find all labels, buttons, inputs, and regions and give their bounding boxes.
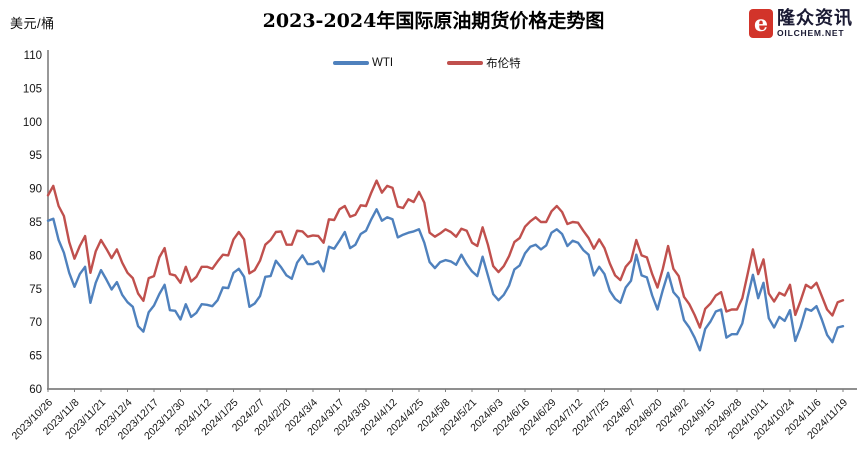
wti-line-swatch — [333, 61, 369, 65]
y-tick-label: 90 — [29, 184, 42, 196]
y-axis-unit-label: 美元/桶 — [10, 16, 55, 31]
legend-item-brent: 布伦特 — [447, 55, 521, 71]
chart-legend: WTI 布伦特 — [333, 55, 521, 71]
oilchem-logo: e 隆众资讯 OILCHEM.NET — [749, 9, 853, 38]
y-tick-label: 70 — [29, 317, 42, 329]
logo-brand: 隆众资讯 — [777, 8, 853, 29]
y-tick-label: 110 — [24, 50, 42, 62]
brent-line-swatch — [447, 61, 484, 65]
y-tick-label: 100 — [23, 117, 42, 129]
logo-domain: OILCHEM.NET — [777, 28, 845, 39]
y-tick-label: 80 — [29, 250, 42, 262]
wti-line — [46, 208, 845, 352]
legend-item-wti: WTI — [333, 57, 393, 69]
y-tick-label: 60 — [29, 384, 42, 396]
brent-line — [46, 179, 845, 329]
y-tick-label: 95 — [29, 150, 42, 162]
y-tick-label: 75 — [29, 284, 42, 296]
page-title: 2023-2024年国际原油期货价格走势图 — [262, 10, 605, 32]
legend-label-wti: WTI — [372, 57, 394, 69]
y-tick-label: 65 — [29, 351, 42, 363]
oilchem-logo-icon: e — [749, 9, 773, 38]
legend-label-brent: 布伦特 — [486, 58, 521, 70]
y-tick-label: 105 — [23, 83, 42, 95]
y-tick-label: 85 — [29, 217, 42, 229]
logo-text: 隆众资讯 OILCHEM.NET — [777, 9, 853, 38]
